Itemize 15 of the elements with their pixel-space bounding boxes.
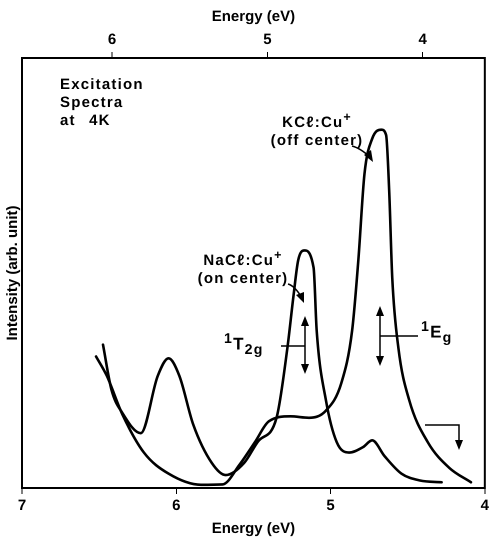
- x2-tick-label: 5: [263, 31, 272, 48]
- y-axis-title: Intensity (arb. unit): [4, 205, 22, 340]
- x2-tick-label: 4: [418, 31, 428, 48]
- x-tick-label: 5: [326, 497, 335, 514]
- x-tick-label: 7: [18, 497, 26, 514]
- x2-axis-title: Energy (eV): [212, 8, 296, 26]
- series-label: NaCℓ:Cu$^{+}$ (on center): [196, 247, 290, 288]
- x-tick-label: 6: [172, 497, 180, 514]
- x-axis-title: Energy (eV): [212, 520, 296, 538]
- annotation: $^{1}$E$_{g}$: [421, 318, 454, 348]
- x2-tick-label: 6: [108, 31, 116, 48]
- text: Excitation Spectra at 4K: [60, 76, 145, 130]
- annotation: $^{1}$T$_{2g}$: [224, 330, 265, 360]
- series-label: KCℓ:Cu$^{+}$ (off center): [270, 109, 364, 150]
- x-tick-label: 4: [480, 497, 490, 514]
